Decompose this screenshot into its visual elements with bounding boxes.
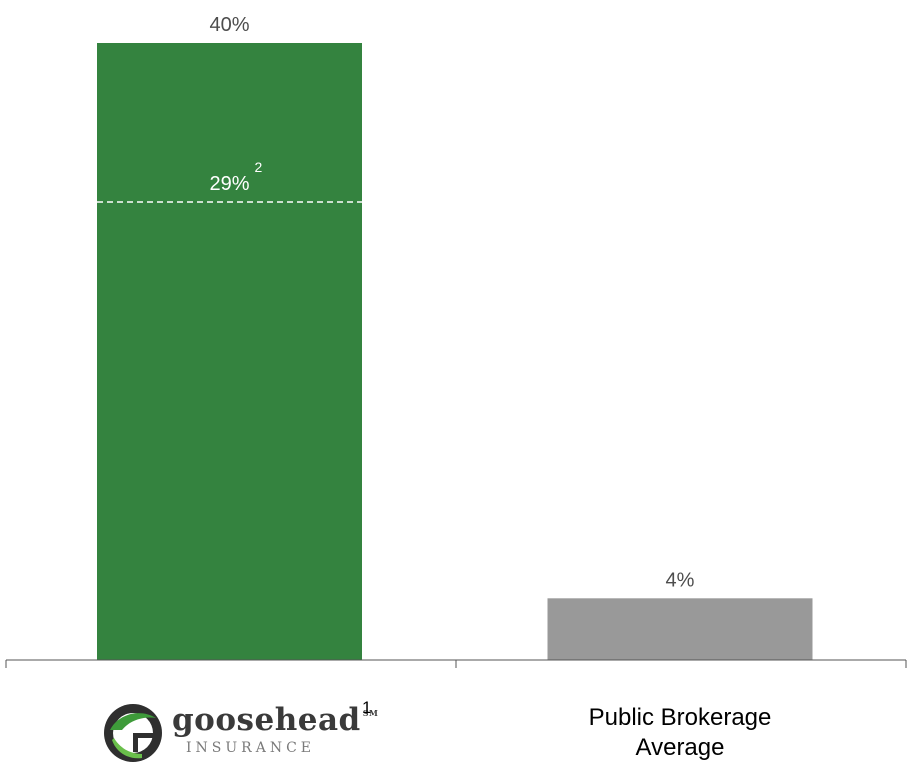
goosehead-logo: goosehead SM INSURANCE [100, 700, 400, 766]
labels-group: 40% 4% 29% 2 [97, 14, 695, 591]
category-label-public-brokerage: Public Brokerage Average [530, 703, 830, 763]
bar-chart: 40% 4% 29% 2 [5, 14, 907, 668]
logo-service-mark: SM [362, 708, 379, 718]
category-label-line-1: Public Brokerage [588, 704, 772, 731]
bars-group [97, 43, 813, 660]
reference-line-label: 29% [209, 173, 249, 195]
reference-line-footnote: 2 [255, 159, 263, 175]
category-label-line-2: Average [635, 734, 725, 761]
logo-wordmark: goosehead SM [172, 702, 379, 738]
bar-public-brokerage [547, 598, 813, 660]
goosehead-footnote: 1 [362, 698, 372, 717]
logo-subtitle: INSURANCE [186, 740, 316, 756]
value-label-goosehead: 40% [209, 14, 249, 36]
bar-goosehead [97, 43, 362, 660]
goose-emblem-icon [104, 704, 162, 762]
value-label-public-brokerage: 4% [666, 569, 695, 591]
